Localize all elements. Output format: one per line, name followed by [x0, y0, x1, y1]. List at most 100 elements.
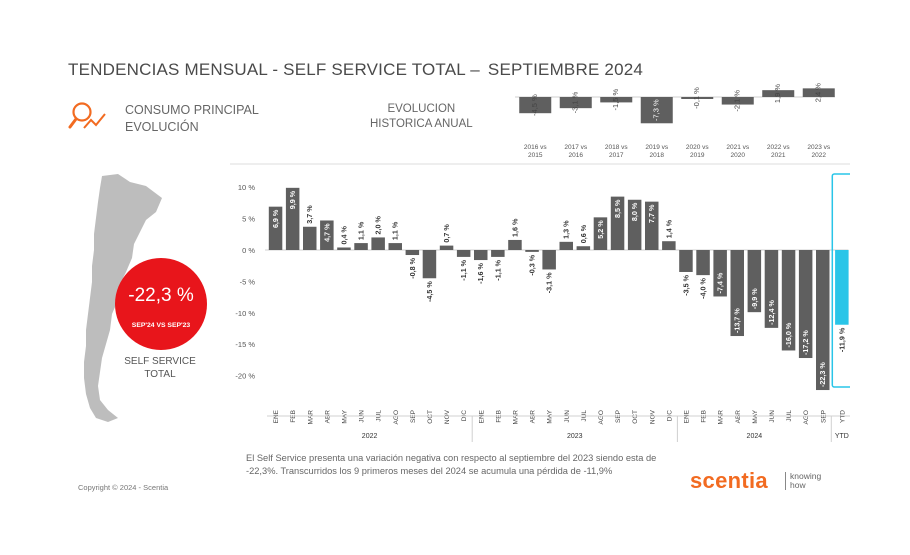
month-bar	[781, 250, 796, 351]
bar-data-label: 1,1 %	[357, 221, 366, 240]
month-bar	[559, 241, 573, 250]
hist-category-label: 2019 vs	[645, 144, 669, 151]
bar-data-label: 1,6 %	[510, 218, 519, 237]
hist-data-label: 1,9 %	[773, 84, 782, 104]
bar-data-label: 1,4 %	[664, 219, 673, 238]
bar-data-label: -16,0 %	[784, 322, 793, 347]
footnote-line2: -22,3%. Transcurridos los 9 primeros mes…	[246, 466, 613, 476]
bar-data-label: -1,6 %	[476, 262, 485, 283]
month-bar	[285, 187, 300, 250]
month-bar	[474, 250, 488, 261]
bar-data-label: -1,1 %	[493, 259, 502, 280]
month-bar	[627, 199, 642, 250]
year-label: 2024	[747, 433, 763, 440]
year-label: 2022	[362, 433, 378, 440]
month-label: ABR	[530, 410, 537, 424]
month-label: SEP	[820, 410, 827, 423]
hist-category-label: 2021	[771, 152, 786, 159]
hist-bar	[600, 97, 633, 103]
title-period: SEPTIEMBRE 2024	[487, 60, 644, 79]
month-label: AGO	[598, 410, 605, 424]
ytd-bar	[835, 250, 849, 325]
y-tick-label: -20 %	[235, 372, 255, 381]
argentina-map	[84, 174, 162, 422]
hist-category-label: 2015	[528, 152, 543, 159]
month-bar	[713, 250, 727, 297]
bar-data-label: -3,1 %	[545, 272, 554, 293]
month-label: MAR	[512, 410, 519, 425]
month-bar	[491, 250, 505, 257]
month-bar	[405, 250, 420, 256]
bar-data-label: 1,3 %	[562, 220, 571, 239]
bar-data-label: 7,7 %	[647, 204, 656, 223]
month-label: AGO	[803, 410, 810, 424]
month-bar	[268, 206, 283, 250]
bar-data-label: 9,9 %	[288, 190, 297, 209]
month-bar	[764, 250, 779, 328]
month-label: MAR	[307, 410, 314, 425]
bar-data-label: -0,3 %	[528, 254, 537, 275]
hist-category-label: 2023 vs	[807, 144, 831, 151]
month-bar	[576, 246, 591, 250]
bar-data-label: -17,2 %	[801, 330, 810, 355]
month-label: SEP	[615, 410, 622, 423]
month-bar	[388, 243, 402, 250]
hist-bar	[640, 97, 673, 124]
bar-data-label: -1,1 %	[459, 259, 468, 280]
kpi-caption: SELF SERVICE TOTAL	[120, 355, 200, 381]
bar-data-label: 8,5 %	[613, 199, 622, 218]
month-bar	[662, 241, 676, 250]
title-text: TENDENCIAS MENSUAL - SELF SERVICE TOTAL …	[68, 60, 480, 79]
bar-data-label: -9,9 %	[750, 288, 759, 309]
footnote: El Self Service presenta una variación n…	[246, 452, 656, 478]
month-label: ABR	[735, 410, 742, 424]
month-bar	[610, 196, 625, 250]
hist-bar	[762, 90, 795, 97]
month-bar	[593, 217, 608, 250]
month-bar	[439, 245, 454, 250]
section-label-line2: EVOLUCIÓN	[125, 120, 199, 134]
hist-data-label: 2,4 %	[814, 83, 823, 103]
month-bar	[696, 250, 710, 276]
month-bar	[456, 250, 471, 257]
month-label: OCT	[632, 410, 639, 424]
bar-data-label: 5,2 %	[596, 220, 605, 239]
bar-data-label: 6,9 %	[271, 209, 280, 228]
hist-category-label: 2022	[812, 152, 827, 159]
hist-bar	[681, 97, 714, 99]
year-label: YTD	[835, 433, 849, 440]
copyright: Copyright © 2024 - Scentia	[78, 483, 169, 492]
month-bar	[542, 250, 556, 270]
hist-category-label: 2021 vs	[726, 144, 750, 151]
hist-data-label: -2,1 %	[733, 90, 742, 112]
kpi-subtitle: SEP'24 VS SEP'23	[131, 322, 191, 329]
page-title: TENDENCIAS MENSUAL - SELF SERVICE TOTAL …	[68, 60, 651, 80]
bar-data-label: -22,3 %	[818, 362, 827, 387]
hist-bar	[559, 97, 592, 109]
month-label: ABR	[324, 410, 331, 424]
historic-label: EVOLUCION HISTORICA ANUAL	[370, 102, 473, 132]
bar-data-label: -4,0 %	[699, 278, 708, 299]
historic-label-line1: EVOLUCION	[387, 103, 456, 115]
bar-data-label: 0,6 %	[579, 224, 588, 243]
month-label: MAR	[718, 410, 725, 425]
section-label-line1: CONSUMO PRINCIPAL	[125, 103, 259, 117]
kpi-caption-line1: SELF SERVICE	[124, 356, 196, 367]
logo-tag-line1: knowing	[790, 471, 822, 481]
bar-data-label: -13,7 %	[733, 308, 742, 333]
hist-category-label: 2018 vs	[605, 144, 629, 151]
y-tick-label: -15 %	[235, 340, 255, 349]
hist-data-label: -7,3 %	[652, 99, 661, 121]
hist-category-label: 2017	[609, 152, 624, 159]
bar-data-label: 2,0 %	[374, 215, 383, 234]
bar-data-label: -4,5 %	[425, 281, 434, 302]
month-bar	[422, 250, 437, 279]
month-label: NOV	[649, 409, 656, 424]
hist-category-label: 2020 vs	[686, 144, 710, 151]
month-bar	[645, 201, 659, 250]
month-label: NOV	[444, 409, 451, 424]
footnote-line1: El Self Service presenta una variación n…	[246, 453, 657, 463]
hist-data-label: -1,5 %	[611, 89, 620, 111]
